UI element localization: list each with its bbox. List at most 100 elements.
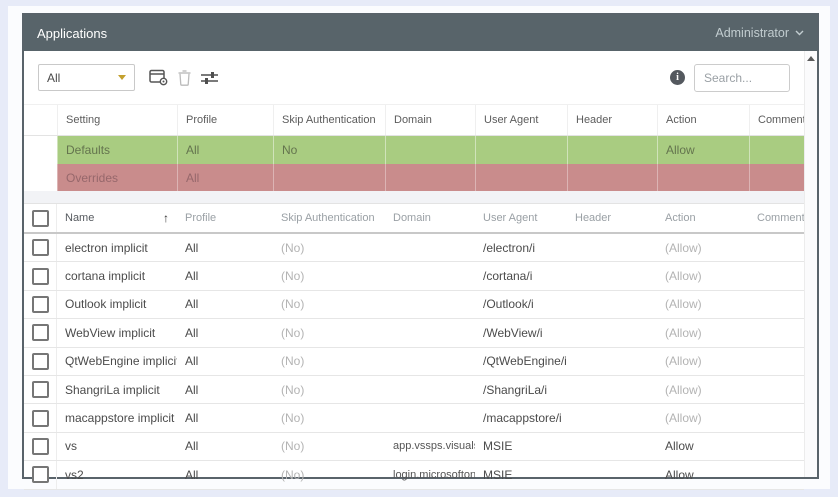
settings-sliders-icon[interactable]	[201, 71, 218, 85]
select-all-checkbox[interactable]	[31, 209, 49, 227]
row-checkbox[interactable]	[31, 324, 49, 342]
row-skip-authentication: (No)	[281, 325, 305, 340]
row-skip-authentication: (No)	[281, 297, 305, 312]
overrides-profile: All	[177, 164, 273, 191]
row-action: (Allow)	[665, 382, 702, 397]
column-header-skip-authentication[interactable]: Skip Authentication	[281, 212, 375, 224]
row-profile: All	[185, 382, 199, 397]
row-user-agent: /ShangriLa/i	[483, 382, 548, 397]
row-checkbox[interactable]	[31, 381, 49, 399]
scroll-up-arrow-icon[interactable]	[807, 56, 815, 61]
row-user-agent: /WebView/i	[483, 325, 543, 340]
row-name: WebView implicit	[65, 325, 156, 340]
row-comment	[749, 376, 804, 403]
page-title: Applications	[37, 25, 108, 41]
row-checkbox[interactable]	[31, 466, 49, 484]
row-checkbox-cell	[24, 461, 57, 489]
row-name: Outlook implicit	[65, 297, 147, 312]
column-header-profile: Profile	[177, 105, 273, 135]
table-row[interactable]: Outlook implicit All (No) /Outlook/i (Al…	[24, 290, 804, 320]
row-spacer-cell	[24, 164, 57, 191]
row-action: Allow	[665, 439, 694, 454]
row-user-agent: /QtWebEngine/i	[483, 354, 567, 369]
overrides-comment	[749, 164, 804, 191]
row-profile: All	[185, 269, 199, 284]
column-header-skip-authentication: Skip Authentication	[273, 105, 385, 135]
overrides-skip-authentication	[273, 164, 385, 191]
row-spacer-cell	[24, 136, 57, 164]
row-user-agent: /Outlook/i	[483, 297, 534, 312]
table-row[interactable]: electron implicit All (No) /electron/i (…	[24, 234, 804, 263]
row-header	[567, 319, 657, 346]
row-header	[567, 404, 657, 431]
row-profile: All	[185, 467, 199, 482]
select-caret-icon	[118, 75, 126, 80]
defaults-domain	[385, 136, 475, 164]
row-skip-authentication: (No)	[281, 382, 305, 397]
row-name: vs2	[65, 467, 84, 482]
row-domain	[385, 319, 475, 346]
row-user-agent: MSIE	[483, 439, 513, 454]
row-comment	[749, 348, 804, 375]
column-header-domain: Domain	[385, 105, 475, 135]
search-input[interactable]	[694, 63, 790, 92]
overrides-row[interactable]: Overrides All	[24, 164, 804, 191]
row-checkbox-cell	[24, 319, 57, 347]
vertical-scrollbar[interactable]	[804, 51, 817, 477]
row-checkbox[interactable]	[31, 267, 49, 285]
table-row[interactable]: WebView implicit All (No) /WebView/i (Al…	[24, 319, 804, 348]
toolbar-right: i	[670, 63, 790, 92]
column-header-header[interactable]: Header	[575, 212, 612, 224]
row-profile: All	[185, 411, 199, 426]
row-name: vs	[65, 439, 77, 454]
table-row[interactable]: vs2 All (No) login.microsoftonl... MSIE …	[24, 461, 804, 490]
defaults-action: Allow	[657, 136, 749, 164]
overrides-header	[567, 164, 657, 191]
row-skip-authentication: (No)	[281, 240, 305, 255]
column-header-user-agent: User Agent	[475, 105, 567, 135]
user-menu[interactable]: Administrator	[715, 26, 804, 40]
sort-ascending-icon[interactable]: ↑	[163, 211, 169, 225]
select-all-cell	[24, 204, 57, 232]
table-row[interactable]: QtWebEngine implicit All (No) /QtWebEngi…	[24, 347, 804, 376]
row-action: (Allow)	[665, 411, 702, 426]
table-row[interactable]: vs All (No) app.vssps.visualst... MSIE A…	[24, 432, 804, 462]
toolbar: All	[24, 51, 804, 104]
column-header-profile[interactable]: Profile	[185, 212, 217, 224]
row-checkbox-cell	[24, 347, 57, 375]
row-checkbox[interactable]	[31, 437, 49, 455]
add-application-icon[interactable]	[149, 69, 168, 86]
row-header	[567, 234, 657, 261]
row-skip-authentication: (No)	[281, 467, 305, 482]
row-checkbox-cell	[24, 432, 57, 461]
row-checkbox-cell	[24, 262, 57, 290]
overrides-user-agent	[475, 164, 567, 191]
row-skip-authentication: (No)	[281, 411, 305, 426]
table-row[interactable]: macappstore implicit All (No) /macappsto…	[24, 404, 804, 433]
column-header-user-agent[interactable]: User Agent	[483, 212, 538, 224]
column-header-comment[interactable]: Comment	[757, 212, 804, 224]
title-bar: Applications Administrator	[24, 15, 817, 51]
defaults-row[interactable]: Defaults All No Allow	[24, 136, 804, 164]
row-comment	[749, 319, 804, 346]
column-header-action[interactable]: Action	[665, 212, 696, 224]
table-row[interactable]: ShangriLa implicit All (No) /ShangriLa/i…	[24, 375, 804, 405]
row-user-agent: MSIE	[483, 467, 513, 482]
table-row[interactable]: cortana implicit All (No) /cortana/i (Al…	[24, 262, 804, 291]
toolbar-icons	[149, 69, 218, 86]
row-header	[567, 376, 657, 403]
row-header	[567, 262, 657, 289]
delete-icon[interactable]	[178, 69, 191, 86]
row-checkbox[interactable]	[31, 409, 49, 427]
row-skip-authentication: (No)	[281, 354, 305, 369]
row-checkbox[interactable]	[31, 352, 49, 370]
row-checkbox[interactable]	[31, 239, 49, 257]
profile-filter-select[interactable]: All	[38, 64, 135, 91]
column-header-domain[interactable]: Domain	[393, 212, 431, 224]
info-icon[interactable]: i	[670, 70, 685, 85]
row-action: (Allow)	[665, 354, 702, 369]
row-checkbox[interactable]	[31, 295, 49, 313]
row-checkbox-cell	[24, 290, 57, 319]
row-checkbox-cell	[24, 234, 57, 262]
column-header-name[interactable]: Name ↑	[57, 204, 177, 232]
